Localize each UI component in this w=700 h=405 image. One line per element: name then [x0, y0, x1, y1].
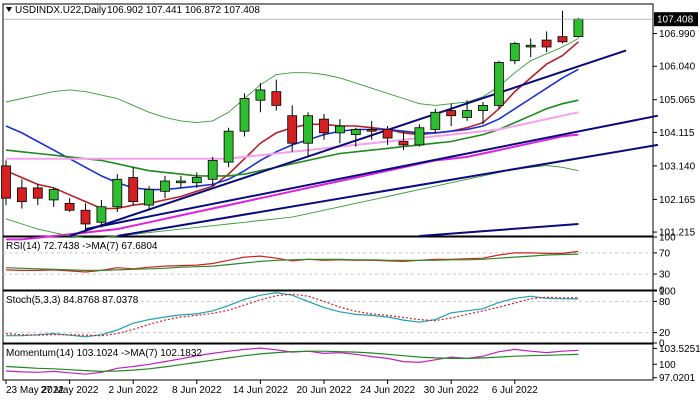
dropdown-triangle-icon — [6, 7, 12, 12]
overlay-ma_magenta — [6, 133, 579, 241]
candle-body — [1, 165, 11, 199]
candle-body — [239, 98, 250, 132]
candle-body — [319, 118, 329, 134]
chart-symbol: USDINDX.U22,Daily — [15, 5, 106, 16]
trendline-1 — [85, 114, 659, 231]
candle-body — [32, 187, 43, 199]
candle-body — [128, 177, 139, 203]
candle-body — [350, 129, 361, 136]
text-layer: 106.990 106.040 105.065 104.115 103.140 102.1… — [6, 5, 700, 396]
x-axis-label: 23 May 2022 — [6, 385, 64, 396]
x-axis-label: 27 May 2022 — [41, 385, 99, 396]
candle-body — [334, 125, 345, 134]
price-axis-label: 106.040 — [659, 62, 696, 73]
candle-body — [175, 180, 186, 184]
candle-body — [255, 89, 266, 101]
panel-frame-3 — [2, 343, 654, 381]
chart-ohlc: 106.902 107.441 106.872 107.408 — [107, 5, 260, 16]
candle-body — [573, 18, 584, 37]
rsi-axis-label: 70 — [659, 248, 671, 259]
candle-body — [64, 202, 75, 211]
candle-body — [48, 189, 59, 201]
trendline-0 — [69, 49, 627, 237]
overlay-bb — [5, 38, 579, 124]
price-tag-box — [654, 12, 698, 27]
x-axis-label: 14 Jun 2022 — [233, 385, 288, 396]
momentum-axis-label: 100 — [659, 360, 676, 371]
trendline-3 — [419, 222, 579, 237]
trendline-2 — [117, 143, 659, 237]
stoch-axis-label: 0 — [659, 339, 665, 350]
stoch-axis-label: 20 — [659, 328, 671, 339]
x-axis-label: 24 Jun 2022 — [360, 385, 415, 396]
series-layer — [1, 10, 659, 375]
rsi-axis-label: 0 — [659, 286, 665, 297]
candle-body — [96, 206, 107, 223]
price-axis-label: 101.215 — [659, 228, 696, 239]
candle-body — [382, 129, 393, 139]
grid-lines — [3, 252, 653, 334]
panel-frame-2 — [2, 290, 654, 344]
momentum-axis-label: 103.5251 — [659, 344, 700, 355]
candle-body — [112, 178, 123, 208]
x-axis-label: 2 Jun 2022 — [108, 385, 158, 396]
candle-body — [80, 209, 91, 225]
candle-body — [16, 187, 27, 203]
rsi-series-rsi — [5, 250, 579, 273]
candle-body — [144, 189, 155, 206]
candle-body — [509, 43, 520, 62]
price-axis-label: 103.140 — [659, 161, 696, 172]
price-axis-label: 105.065 — [659, 95, 696, 106]
candle-body — [478, 104, 488, 111]
rsi-title: RSI(14) 72.7438 ->MA(7) 67.6804 — [6, 241, 158, 252]
price-axis-label: 106.990 — [659, 29, 696, 40]
candle-body — [366, 129, 377, 132]
candle-body — [446, 110, 457, 117]
rsi-axis-label: 30 — [659, 270, 671, 281]
candle-body — [430, 111, 441, 130]
overlay-bb — [5, 165, 579, 239]
rsi-axis-label: 100 — [659, 233, 676, 244]
price-axis-label: 104.115 — [659, 128, 695, 139]
x-axis-label: 20 Jun 2022 — [296, 385, 351, 396]
stoch-title: Stoch(5,3,3) 84.8768 87.0378 — [6, 295, 139, 306]
price-tag-text: 107.408 — [657, 15, 694, 26]
candle-body — [414, 127, 425, 146]
candle-body — [303, 115, 314, 144]
stoch-axis-label: 80 — [659, 297, 671, 308]
x-axis-label: 8 Jun 2022 — [172, 385, 222, 396]
candle-body — [160, 180, 170, 192]
rsi-series-rsi_ma — [5, 253, 579, 271]
price-axis-label: 102.165 — [659, 195, 696, 206]
candle-body — [207, 159, 218, 180]
panel-frame-0 — [2, 3, 654, 237]
stoch-series-stoch_main — [6, 291, 579, 338]
momentum-series-mom_ma — [5, 350, 579, 373]
candle-body — [462, 110, 473, 118]
x-axis-label: 6 Jul 2022 — [492, 385, 539, 396]
candle-body — [525, 44, 536, 48]
candle-body — [493, 62, 504, 106]
candle-body — [541, 39, 552, 48]
overlay-ma_pink — [6, 111, 579, 160]
candle-body — [398, 141, 409, 146]
momentum-title: Momentum(14) 103.1024 ->MA(7) 102.1832 — [6, 348, 202, 359]
candle-body — [287, 115, 298, 144]
overlay-ma_green — [5, 99, 579, 177]
candle-body — [223, 130, 234, 163]
panel-frames — [2, 3, 657, 384]
panel-frame-1 — [2, 236, 654, 291]
candle-body — [271, 91, 282, 106]
momentum-axis-label: 97.0201 — [659, 373, 696, 384]
candle-body — [191, 177, 202, 184]
candle-body — [557, 36, 568, 43]
x-axis-label: 30 Jun 2022 — [424, 385, 479, 396]
stoch-axis-label: 100 — [659, 287, 676, 298]
